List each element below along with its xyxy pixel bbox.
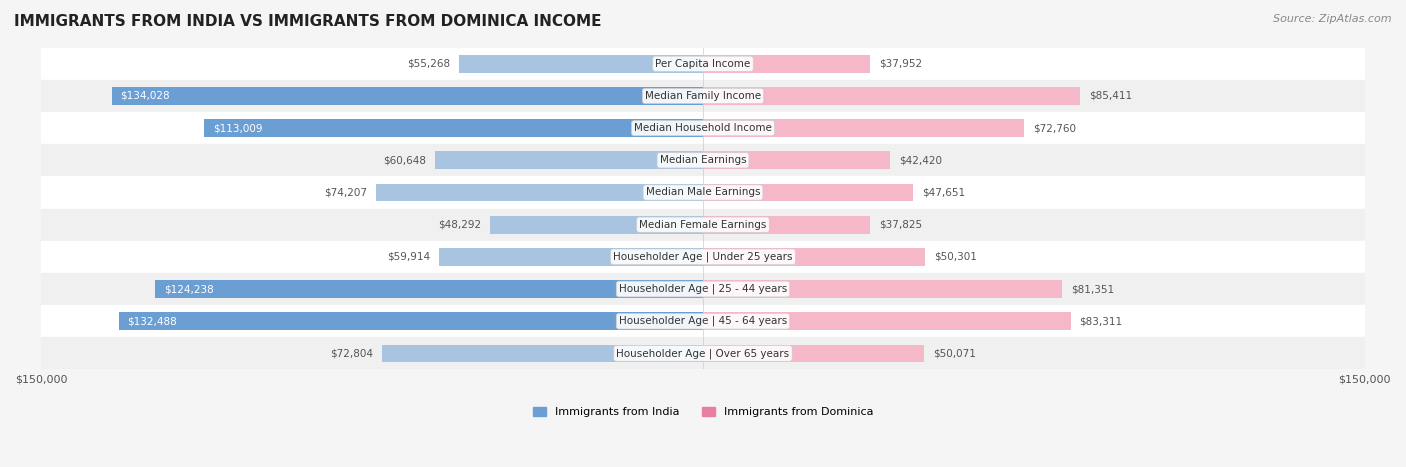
Text: $72,760: $72,760 [1033, 123, 1076, 133]
Bar [460, 55, 703, 73]
Bar [111, 87, 703, 105]
Bar [41, 80, 1365, 112]
Text: Median Male Earnings: Median Male Earnings [645, 187, 761, 198]
Bar [118, 312, 703, 330]
Text: $37,952: $37,952 [879, 59, 922, 69]
Text: $85,411: $85,411 [1088, 91, 1132, 101]
Text: $74,207: $74,207 [323, 187, 367, 198]
Bar [703, 312, 1070, 330]
Text: Median Earnings: Median Earnings [659, 156, 747, 165]
Text: $72,804: $72,804 [330, 348, 373, 358]
Bar [703, 280, 1062, 298]
Text: $47,651: $47,651 [922, 187, 965, 198]
Bar [41, 305, 1365, 337]
Text: Median Household Income: Median Household Income [634, 123, 772, 133]
Bar [703, 184, 914, 201]
Text: Householder Age | Under 25 years: Householder Age | Under 25 years [613, 252, 793, 262]
Bar [439, 248, 703, 266]
Bar [703, 87, 1080, 105]
Bar [41, 144, 1365, 177]
Bar [204, 119, 703, 137]
Text: $48,292: $48,292 [439, 219, 481, 230]
Text: $50,301: $50,301 [934, 252, 977, 262]
Text: Per Capita Income: Per Capita Income [655, 59, 751, 69]
Text: $132,488: $132,488 [128, 316, 177, 326]
Text: Source: ZipAtlas.com: Source: ZipAtlas.com [1274, 14, 1392, 24]
Bar [703, 55, 870, 73]
Bar [41, 241, 1365, 273]
Bar [41, 177, 1365, 209]
Text: $113,009: $113,009 [214, 123, 263, 133]
Text: $134,028: $134,028 [121, 91, 170, 101]
Bar [375, 184, 703, 201]
Bar [703, 119, 1024, 137]
Bar [703, 151, 890, 169]
Text: $59,914: $59,914 [387, 252, 430, 262]
Bar [41, 337, 1365, 369]
Text: $83,311: $83,311 [1080, 316, 1122, 326]
Text: Householder Age | 25 - 44 years: Householder Age | 25 - 44 years [619, 284, 787, 294]
Bar [489, 216, 703, 234]
Bar [41, 209, 1365, 241]
Text: Median Female Earnings: Median Female Earnings [640, 219, 766, 230]
Text: $55,268: $55,268 [408, 59, 450, 69]
Bar [703, 216, 870, 234]
Text: $81,351: $81,351 [1071, 284, 1114, 294]
Legend: Immigrants from India, Immigrants from Dominica: Immigrants from India, Immigrants from D… [529, 403, 877, 422]
Text: IMMIGRANTS FROM INDIA VS IMMIGRANTS FROM DOMINICA INCOME: IMMIGRANTS FROM INDIA VS IMMIGRANTS FROM… [14, 14, 602, 29]
Bar [703, 345, 924, 362]
Text: $60,648: $60,648 [384, 156, 426, 165]
Bar [155, 280, 703, 298]
Bar [703, 248, 925, 266]
Bar [41, 48, 1365, 80]
Text: Median Family Income: Median Family Income [645, 91, 761, 101]
Text: $50,071: $50,071 [932, 348, 976, 358]
Bar [41, 273, 1365, 305]
Text: $42,420: $42,420 [898, 156, 942, 165]
Text: $124,238: $124,238 [163, 284, 214, 294]
Text: $37,825: $37,825 [879, 219, 922, 230]
Text: Householder Age | 45 - 64 years: Householder Age | 45 - 64 years [619, 316, 787, 326]
Bar [41, 112, 1365, 144]
Bar [382, 345, 703, 362]
Bar [436, 151, 703, 169]
Text: Householder Age | Over 65 years: Householder Age | Over 65 years [616, 348, 790, 359]
